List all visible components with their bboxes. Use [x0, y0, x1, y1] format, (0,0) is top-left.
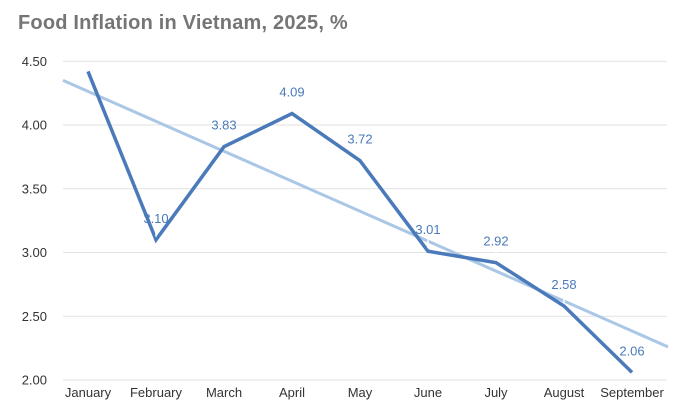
x-axis-label: July — [484, 385, 508, 400]
data-point-label: 2.92 — [483, 234, 508, 249]
data-point-label: 2.58 — [551, 277, 576, 292]
y-axis-tick-label: 2.00 — [22, 373, 47, 388]
series-line — [86, 70, 634, 374]
data-point-label: 3.72 — [347, 132, 372, 147]
x-axis-label: February — [130, 385, 183, 400]
y-axis-tick-label: 2.50 — [22, 309, 47, 324]
y-axis-tick-label: 4.50 — [22, 54, 47, 69]
x-axis-label: January — [65, 385, 112, 400]
trendline — [62, 79, 669, 349]
data-point-label: 4.09 — [279, 85, 304, 100]
y-axis-tick-label: 3.50 — [22, 181, 47, 196]
chart-title: Food Inflation in Vietnam, 2025, % — [18, 12, 348, 34]
x-axis-label: May — [348, 385, 373, 400]
y-axis-tick-label: 3.00 — [22, 245, 47, 260]
x-axis-label: September — [600, 385, 664, 400]
data-point-label: 3.01 — [415, 222, 440, 237]
x-axis-label: March — [206, 385, 242, 400]
y-axis-tick-label: 4.00 — [22, 118, 47, 133]
data-point-label: 3.83 — [211, 118, 236, 133]
x-axis-label: April — [279, 385, 305, 400]
data-point-label: 3.10 — [143, 211, 168, 226]
data-point-label: 2.06 — [619, 343, 644, 358]
x-axis-label: June — [414, 385, 442, 400]
x-axis-label: August — [544, 385, 585, 400]
